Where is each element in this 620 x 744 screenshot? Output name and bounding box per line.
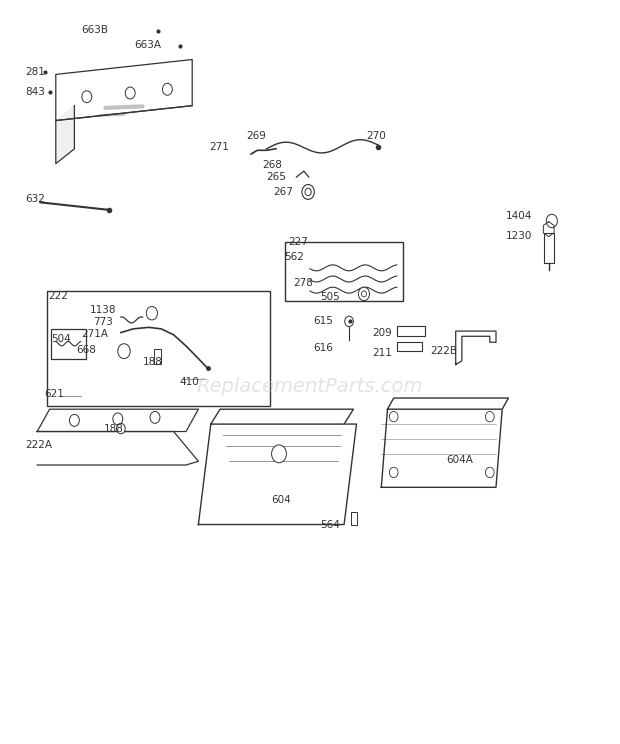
Text: 278: 278	[293, 278, 313, 288]
Polygon shape	[381, 409, 502, 487]
Circle shape	[361, 291, 366, 297]
Circle shape	[118, 344, 130, 359]
Text: 222: 222	[48, 291, 68, 301]
Polygon shape	[37, 409, 198, 432]
Text: 632: 632	[25, 193, 45, 204]
Bar	[51, 329, 86, 359]
Circle shape	[305, 188, 311, 196]
Text: 268: 268	[262, 160, 282, 170]
Text: 188: 188	[104, 423, 124, 434]
Text: 663A: 663A	[134, 39, 161, 50]
Text: ReplacementParts.com: ReplacementParts.com	[197, 377, 423, 397]
Text: 211: 211	[372, 348, 392, 359]
Polygon shape	[56, 106, 74, 164]
Text: 269: 269	[247, 131, 267, 141]
Text: 271A: 271A	[81, 329, 108, 339]
Text: 773: 773	[94, 317, 113, 327]
Text: 267: 267	[273, 187, 293, 197]
Circle shape	[82, 91, 92, 103]
Bar	[397, 326, 425, 336]
Polygon shape	[198, 424, 356, 525]
Circle shape	[389, 467, 398, 478]
Text: 663B: 663B	[81, 25, 108, 35]
Bar	[544, 233, 554, 263]
Polygon shape	[211, 409, 353, 424]
Text: 209: 209	[372, 328, 392, 339]
Bar	[285, 242, 403, 301]
Text: 562: 562	[284, 251, 304, 262]
Bar	[154, 349, 161, 364]
Text: 564: 564	[320, 519, 340, 530]
Text: 265: 265	[267, 172, 286, 182]
Text: 668: 668	[76, 344, 96, 355]
Circle shape	[302, 185, 314, 199]
Polygon shape	[56, 60, 192, 121]
Text: 188: 188	[143, 356, 162, 367]
Text: 222B: 222B	[430, 346, 458, 356]
Text: 615: 615	[314, 316, 334, 327]
Text: 604A: 604A	[446, 455, 473, 465]
Text: 410: 410	[180, 376, 200, 387]
Text: 843: 843	[25, 86, 45, 97]
Circle shape	[69, 414, 79, 426]
Text: 222A: 222A	[25, 440, 52, 450]
Text: 1230: 1230	[505, 231, 532, 241]
Circle shape	[345, 316, 353, 327]
Bar	[397, 342, 422, 351]
Circle shape	[546, 214, 557, 228]
Circle shape	[358, 287, 370, 301]
Text: 604: 604	[272, 495, 291, 505]
Circle shape	[125, 87, 135, 99]
Polygon shape	[37, 432, 198, 465]
Circle shape	[485, 411, 494, 422]
Circle shape	[150, 411, 160, 423]
Circle shape	[485, 467, 494, 478]
Text: 621: 621	[45, 388, 64, 399]
Bar	[351, 512, 357, 525]
Circle shape	[113, 413, 123, 425]
Text: 504: 504	[51, 333, 71, 344]
Circle shape	[272, 445, 286, 463]
Text: 616: 616	[314, 343, 334, 353]
Polygon shape	[456, 331, 496, 365]
Bar	[46, 291, 270, 406]
Circle shape	[162, 83, 172, 95]
Text: 270: 270	[366, 131, 386, 141]
Polygon shape	[388, 398, 508, 409]
Text: 281: 281	[25, 67, 45, 77]
Text: 1138: 1138	[90, 304, 117, 315]
Text: 1404: 1404	[505, 211, 532, 221]
Circle shape	[117, 423, 125, 434]
Text: 227: 227	[288, 237, 308, 247]
Circle shape	[146, 307, 157, 320]
Text: 505: 505	[320, 292, 340, 302]
Circle shape	[389, 411, 398, 422]
Text: 271: 271	[210, 141, 229, 152]
